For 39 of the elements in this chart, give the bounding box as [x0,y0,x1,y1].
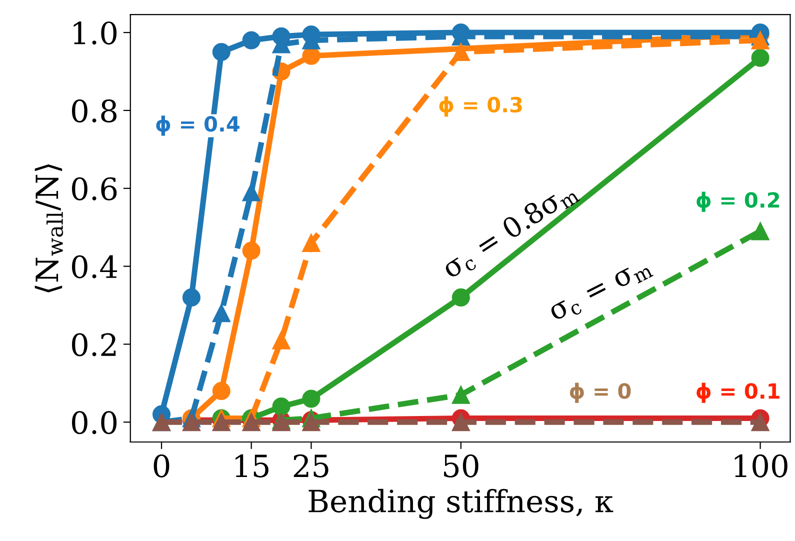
point [212,304,230,322]
annotation: ϕ = 0.2 [696,192,780,212]
x-tick-label: 100 [734,454,788,478]
annotation: ϕ = 0.4 [156,116,240,136]
x-axis-title: Bending stiffness, κ [308,488,614,519]
point [302,25,320,44]
point [751,413,770,432]
point [242,183,260,202]
point [751,31,770,50]
x-tick-label: 50 [444,454,478,478]
x-tick-label: 25 [294,454,328,478]
point [212,42,230,62]
point [302,390,320,408]
x-tick-label: 15 [236,454,268,478]
point [272,27,290,46]
point [452,288,470,306]
point [302,234,320,252]
point [452,42,470,62]
y-tick-label: 1.0 [74,21,117,45]
annotation: ϕ = 0.1 [696,382,780,403]
y-tick-label: 0.8 [72,99,117,122]
y-tick-label: 0.6 [72,177,117,200]
point [751,48,770,67]
x-tick-label: 0 [154,454,170,478]
annotation: ϕ = 0.3 [439,96,522,117]
point [272,398,290,416]
y-tick-label: 0.2 [72,333,116,356]
y-tick-label: 0.4 [72,255,118,278]
point [272,331,290,350]
y-tick-label: 0.0 [72,411,117,434]
point [242,31,260,50]
point [452,386,470,404]
point [751,222,770,240]
point [182,288,200,306]
y-axis-title: ⟨N$_{wall}$/N⟩ [34,164,64,292]
annotation: ϕ = 0 [570,382,631,403]
point [452,413,470,432]
point [212,382,230,400]
point [242,242,260,260]
